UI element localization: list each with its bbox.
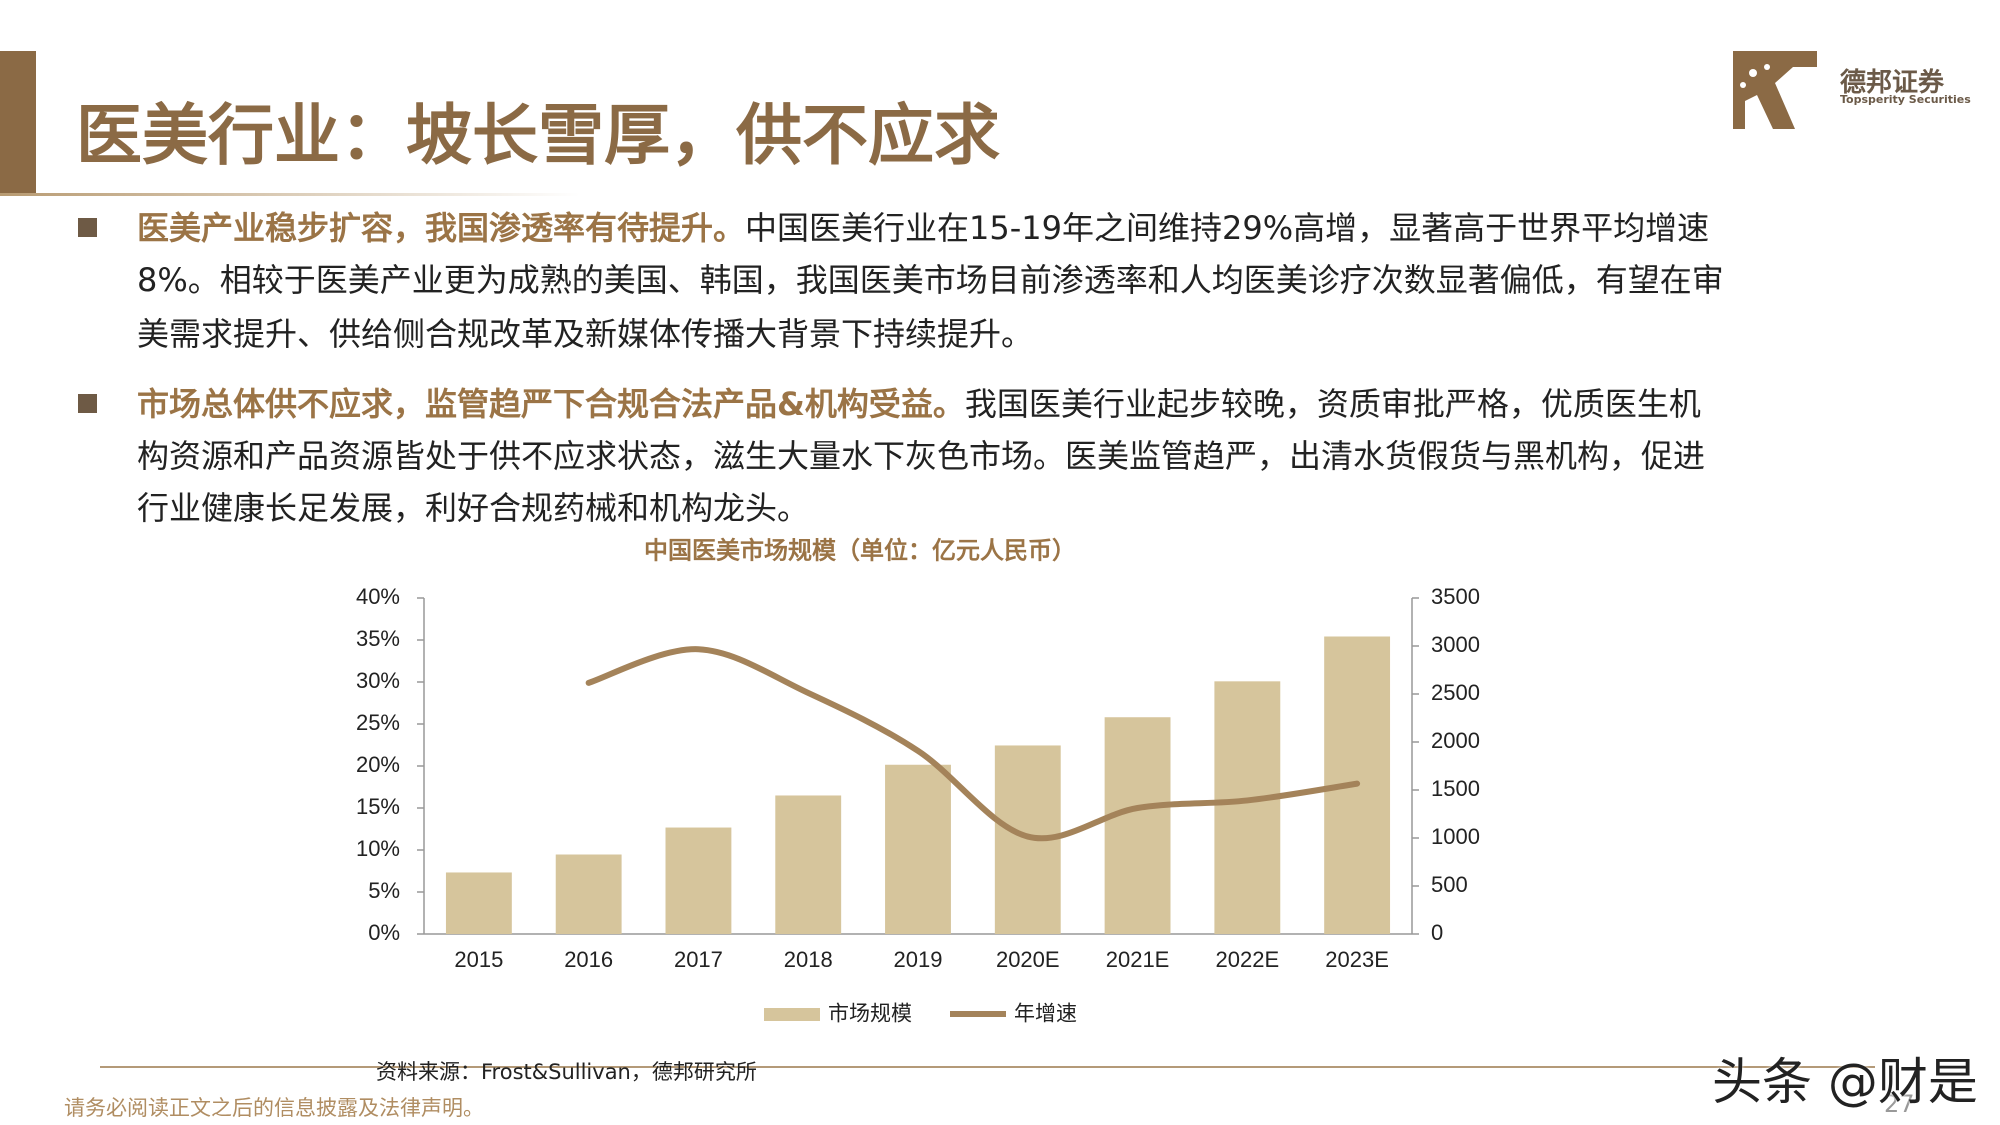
x-tick-label: 2021E [1106, 947, 1170, 972]
chart-title: 中国医美市场规模（单位：亿元人民币） [644, 536, 1076, 564]
x-tick-label: 2016 [564, 947, 613, 972]
bar [445, 872, 512, 934]
title: 医美行业：坡长雪厚，供不应求 [76, 97, 1000, 174]
bar [665, 827, 732, 934]
y2-tick-label: 1500 [1431, 776, 1480, 801]
source: 资料来源：Frost&Sullivan，德邦研究所 [376, 1060, 757, 1084]
line [585, 646, 1361, 842]
y-tick-label: 10% [356, 836, 400, 861]
y-tick-label: 40% [356, 584, 400, 609]
watermark: 头条 @财是 [1712, 1053, 1978, 1111]
bullet-lead: 医美产业稳步扩容，我国渗透率有待提升。 [137, 209, 746, 247]
x-tick-label: 2022E [1216, 947, 1280, 972]
bullet-line: 医美产业稳步扩容，我国渗透率有待提升。中国医美行业在15-19年之间维持29%高… [137, 212, 1709, 244]
y-tick-label: 0% [368, 920, 400, 945]
y-tick-label: 15% [356, 794, 400, 819]
footer-rule [100, 1066, 1875, 1068]
x-tick-label: 2020E [996, 947, 1060, 972]
y-tick-label: 35% [356, 626, 400, 651]
x-tick-label: 2018 [784, 947, 833, 972]
y2-tick-label: 2000 [1431, 728, 1480, 753]
bullet-line: 美需求提升、供给侧合规改革及新媒体传播大背景下持续提升。 [137, 315, 1034, 353]
bar [1104, 717, 1171, 934]
header-accent [0, 51, 36, 193]
bullet-line: 构资源和产品资源皆处于供不应求状态，滋生大量水下灰色市场。医美监管趋严，出清水货… [137, 437, 1706, 475]
x-tick-label: 2019 [894, 947, 943, 972]
bullet-lead: 市场总体供不应求，监管趋严下合规合法产品&机构受益。 [137, 385, 965, 423]
bullet-line: 行业健康长足发展，利好合规药械和机构龙头。 [137, 489, 810, 527]
y2-tick-label: 500 [1431, 872, 1468, 897]
page-number: 27 [1884, 1090, 1915, 1118]
x-tick-label: 2023E [1325, 947, 1389, 972]
bullet-text: 我国医美行业起步较晚，资质审批严格，优质医生机 [964, 385, 1701, 423]
bullet-line: 8%。相较于医美产业更为成熟的美国、韩国，我国医美市场目前渗透率和人均医美诊疗次… [137, 261, 1724, 299]
bullet-text: 中国医美行业在15-19年之间维持29%高增，显著高于世界平均增速 [745, 209, 1710, 247]
header-rule [0, 193, 580, 196]
y2-tick-label: 0 [1431, 920, 1443, 945]
logo-english: Topsperity Securities [1840, 93, 1971, 106]
bar [885, 764, 951, 934]
bar [775, 795, 842, 934]
y2-tick-label: 3500 [1431, 584, 1480, 609]
y-tick-label: 30% [356, 668, 400, 693]
x-tick-label: 2017 [674, 947, 723, 972]
legend-swatch [764, 1008, 820, 1021]
legend-label: 市场规模 [828, 1003, 912, 1026]
y2-tick-label: 2500 [1431, 680, 1480, 705]
bar [555, 854, 622, 934]
bullet-square [78, 218, 97, 237]
disclaimer: 请务必阅读正文之后的信息披露及法律声明。 [64, 1096, 484, 1120]
bullet-line: 市场总体供不应求，监管趋严下合规合法产品&机构受益。我国医美行业起步较晚，资质审… [137, 388, 1701, 420]
y-tick-label: 20% [356, 752, 400, 777]
y-tick-label: 5% [368, 878, 400, 903]
logo-mark [1733, 51, 1817, 129]
y-tick-label: 25% [356, 710, 400, 735]
bullet-square [78, 394, 97, 413]
logo-name: 德邦证券 [1840, 68, 1945, 98]
legend-label: 年增速 [1014, 1003, 1077, 1026]
y2-tick-label: 1000 [1431, 824, 1480, 849]
bar [1214, 681, 1281, 934]
x-tick-label: 2015 [454, 947, 503, 972]
y2-tick-label: 3000 [1431, 632, 1480, 657]
